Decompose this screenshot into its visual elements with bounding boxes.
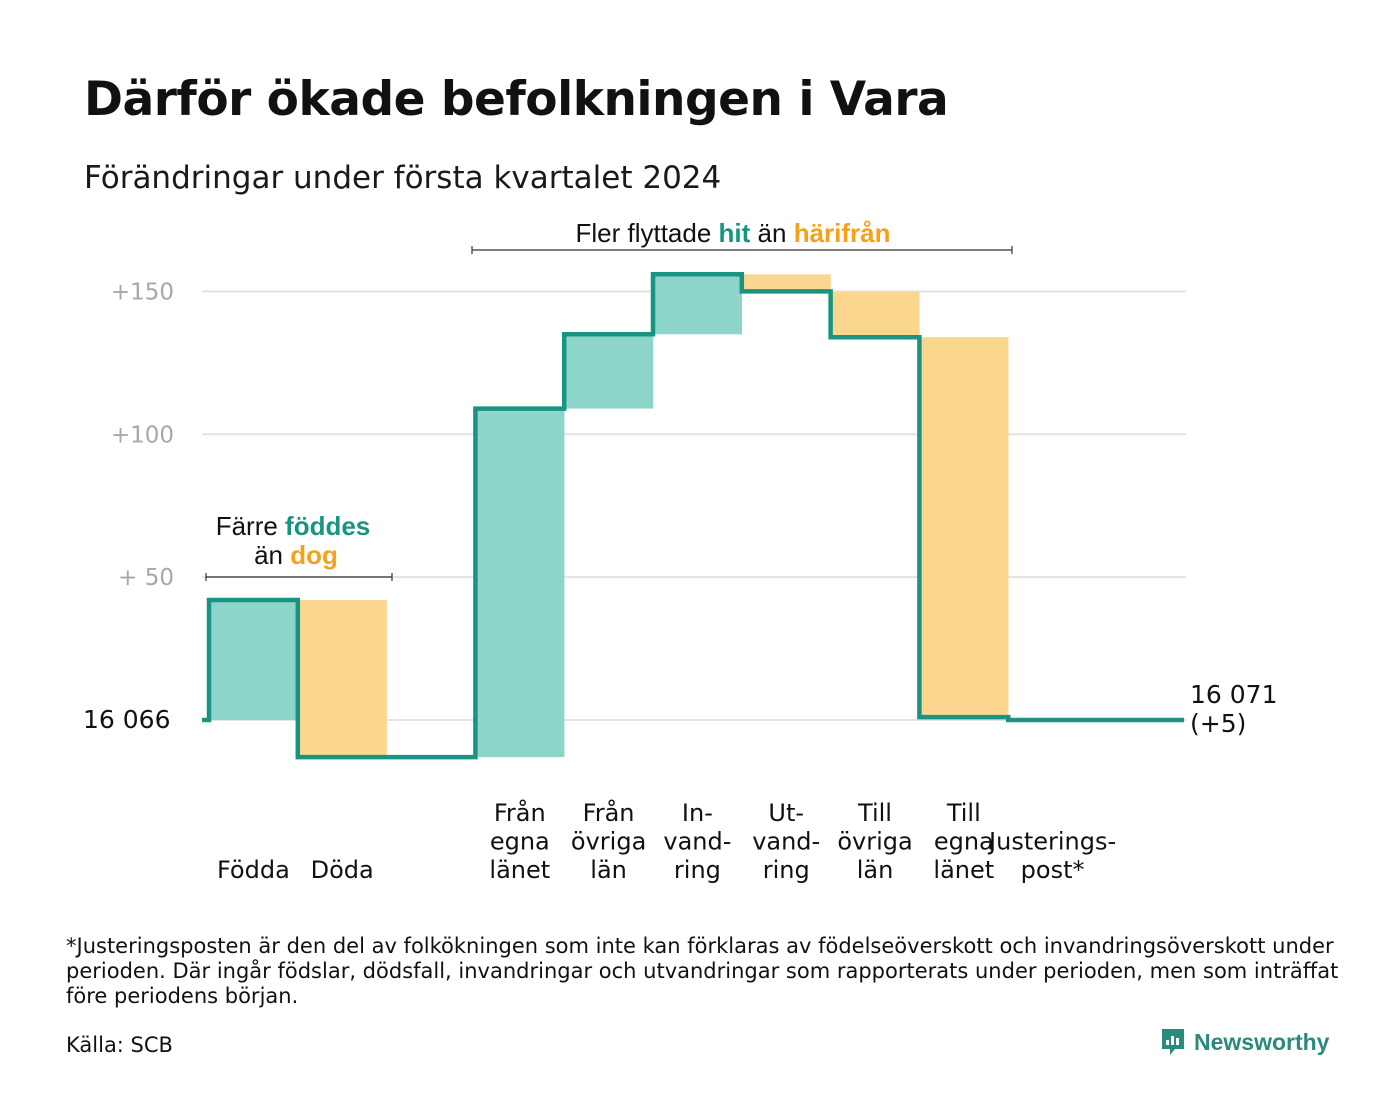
baseline-label: 16 066 [83, 705, 170, 734]
category-label: län [857, 856, 894, 884]
bar-till-övriga-län [830, 291, 920, 338]
bar-döda [297, 600, 387, 758]
chart-subtitle: Förändringar under första kvartalet 2024 [84, 160, 722, 196]
category-label: Från [583, 798, 635, 827]
category-label: Ut- [768, 799, 804, 827]
moves-bracket [471, 246, 1013, 254]
category-label: In- [682, 799, 713, 827]
category-label: egna [934, 828, 994, 856]
end-value-label: 16 071 [1190, 680, 1277, 709]
bar-layer [209, 274, 1009, 758]
y-tick-label: +100 [111, 422, 174, 448]
category-label: länet [933, 856, 994, 884]
category-label: egna [490, 828, 550, 856]
end-change-label: (+5) [1190, 709, 1246, 738]
births-annotation-line1: Färre föddes [216, 511, 371, 541]
line-layer [202, 272, 1184, 760]
footnote: *Justeringsposten är den del av folkökni… [66, 934, 1339, 1008]
category-label: vand- [663, 828, 731, 856]
category-label: länet [489, 856, 550, 884]
moves-text-here: hit [719, 218, 751, 248]
moves-text-than: än [750, 218, 793, 248]
category-label: övriga [571, 828, 646, 856]
births-text-fewer: Färre [216, 511, 285, 541]
bar-ut-vand-ring [741, 274, 831, 292]
category-label: post* [1021, 856, 1085, 884]
births-text-than: än [254, 540, 290, 570]
newsworthy-logo-icon [1162, 1029, 1184, 1055]
moves-text-more-moved: Fler flyttade [575, 218, 718, 248]
category-label: Döda [311, 856, 374, 884]
bar-från-egna-länet [475, 408, 565, 758]
births-annotation-line2: än dog [254, 540, 338, 570]
category-label: övriga [837, 828, 912, 856]
category-label: vand- [752, 828, 820, 856]
category-label: Till [857, 799, 892, 827]
category-label: Från [494, 798, 546, 827]
moves-annotation: Fler flyttade hit än härifrån [575, 218, 890, 248]
births-text-born: föddes [285, 511, 370, 541]
births-text-died: dog [290, 540, 338, 570]
cumulative-step-line [202, 272, 1184, 760]
bar-födda [209, 600, 298, 720]
brand-name: Newsworthy [1194, 1028, 1330, 1055]
births-bracket [205, 573, 393, 581]
y-tick-label: + 50 [118, 565, 174, 591]
bar-till-egna-länet [919, 337, 1009, 718]
moves-text-away: härifrån [794, 218, 891, 248]
category-label: ring [674, 856, 721, 884]
label-layer: Födda DödaFrånegnalänetFrånövrigalänIn-va… [217, 798, 1116, 884]
source-note: Källa: SCB [66, 1033, 173, 1057]
category-label: Till [946, 799, 981, 827]
chart-title: Därför ökade befolkningen i Vara [84, 72, 949, 127]
category-label: län [590, 856, 627, 884]
category-label: Födda [217, 856, 290, 884]
bar-in-vand-ring [653, 274, 742, 335]
brand-logo[interactable]: Newsworthy [1160, 1027, 1329, 1057]
category-label: ring [763, 856, 810, 884]
category-label: Justerings- [987, 828, 1116, 856]
bar-från-övriga-län [564, 334, 654, 409]
y-tick-label: +150 [111, 279, 174, 305]
